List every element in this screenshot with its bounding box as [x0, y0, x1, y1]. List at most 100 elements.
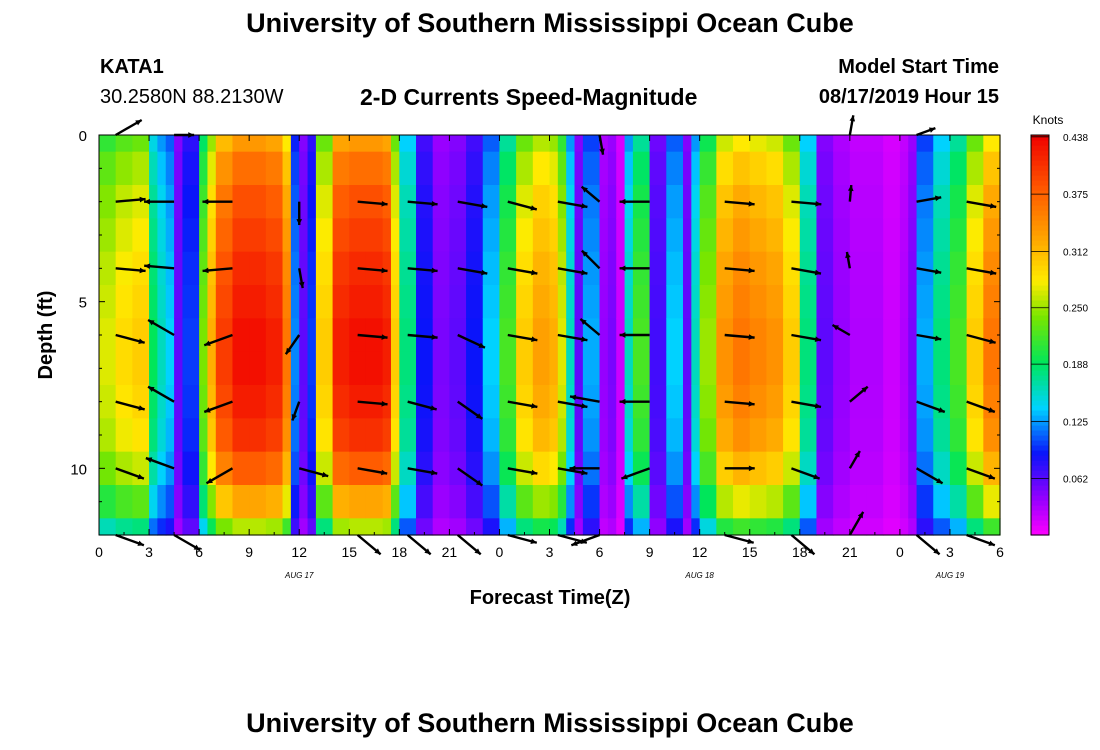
heatmap-cell: [265, 485, 284, 519]
colorbar-segment: [1031, 445, 1049, 451]
current-vector: [569, 465, 600, 472]
heatmap-cell: [399, 151, 417, 186]
heatmap-cell: [282, 218, 292, 253]
heatmap-cell: [616, 485, 626, 519]
heatmap-cell: [290, 185, 300, 219]
current-vector: [205, 467, 234, 485]
heatmap-cell: [290, 418, 300, 453]
current-vector: [598, 134, 605, 155]
colorbar-segment: [1031, 295, 1049, 301]
heatmap-cell: [232, 518, 250, 536]
current-vector: [791, 333, 822, 342]
current-vector: [966, 200, 997, 209]
heatmap-cell: [899, 135, 909, 153]
heatmap-cell: [132, 351, 150, 386]
current-vector: [619, 198, 650, 205]
heatmap-cell: [833, 251, 851, 286]
heatmap-cell: [416, 418, 434, 453]
heatmap-cell: [390, 385, 400, 419]
current-vector: [457, 200, 488, 209]
heatmap-cell: [157, 285, 167, 319]
heatmap-cell: [382, 251, 392, 286]
heatmap-cell: [607, 351, 617, 386]
heatmap-cell: [733, 285, 751, 319]
heatmap-cell: [549, 385, 559, 419]
heatmap-cell: [207, 151, 217, 186]
colorbar: 0.438 0.375 0.312 0.250 0.188 0.125 0.062: [1030, 133, 1088, 536]
colorbar-frame: [1030, 134, 1050, 536]
heatmap-cell: [182, 518, 200, 536]
heatmap-cell: [666, 518, 684, 536]
heatmap-cell: [249, 351, 267, 386]
x-tick-label: 9: [245, 544, 253, 560]
heatmap-cell: [199, 385, 209, 419]
heatmap-cell: [666, 135, 684, 153]
heatmap-cell: [157, 485, 167, 519]
heatmap-cell: [99, 451, 117, 486]
heatmap-cell: [249, 135, 267, 153]
heatmap-cell: [566, 285, 576, 319]
colorbar-segment: [1031, 410, 1049, 416]
heatmap-cell: [816, 151, 834, 186]
heatmap-cell: [866, 285, 884, 319]
heatmap-cell: [566, 251, 576, 286]
heatmap-cell: [783, 135, 801, 153]
heatmap-cell: [599, 485, 609, 519]
heatmap-cell: [899, 285, 909, 319]
heatmap-cell: [866, 418, 884, 453]
heatmap-cell: [432, 385, 450, 419]
heatmap-cell: [632, 518, 651, 536]
heatmap-cell: [516, 385, 534, 419]
x-tick-label: 18: [392, 544, 408, 560]
heatmap-cell: [265, 418, 284, 453]
heatmap-cell: [666, 285, 684, 319]
current-vector: [724, 333, 755, 340]
page-title: University of Southern Mississippi Ocean…: [246, 8, 854, 38]
heatmap-cell: [616, 218, 626, 253]
heatmap-cell: [649, 385, 667, 419]
heatmap-cell: [499, 285, 517, 319]
heatmap-cell: [132, 285, 150, 319]
heatmap-cell: [232, 135, 250, 153]
heatmap-cell: [983, 518, 1001, 536]
current-vector: [173, 533, 201, 552]
heatmap-cell: [290, 318, 300, 353]
current-vector: [147, 318, 175, 337]
heatmap-cell: [99, 151, 117, 186]
heatmap-cell: [249, 151, 267, 186]
colorbar-segment: [1031, 300, 1049, 306]
heatmap-cell: [582, 218, 601, 253]
heatmap-cell: [666, 251, 684, 286]
heatmap-cell: [199, 318, 209, 353]
heatmap-cell: [232, 318, 250, 353]
heatmap-cell: [299, 185, 309, 219]
x-tick-label: 15: [742, 544, 758, 560]
current-vector: [557, 333, 588, 342]
heatmap-cell: [249, 485, 267, 519]
model-start-time: 08/17/2019 Hour 15: [818, 86, 999, 108]
current-vector: [916, 195, 942, 203]
heatmap-cell: [607, 135, 617, 153]
heatmap-cell: [716, 418, 734, 453]
heatmap-cell: [165, 451, 175, 486]
heatmap-cell: [833, 518, 851, 536]
heatmap-cell: [682, 251, 692, 286]
heatmap-cell: [157, 418, 167, 453]
heatmap-cell: [290, 451, 300, 486]
current-vector: [848, 115, 856, 136]
current-vector: [357, 333, 388, 340]
heatmap-cell: [215, 418, 234, 453]
heatmap-cell: [682, 385, 692, 419]
heatmap-cell: [365, 285, 384, 319]
heatmap-cell: [199, 485, 209, 519]
colorbar-segment: [1031, 230, 1049, 236]
heatmap-cell: [599, 151, 609, 186]
heatmap-cell: [532, 418, 551, 453]
heatmap-cell: [232, 351, 250, 386]
heatmap-cell: [649, 251, 667, 286]
colorbar-segment: [1031, 140, 1049, 146]
current-vectors: [115, 115, 997, 556]
heatmap-cell: [549, 485, 559, 519]
heatmap-cell: [883, 418, 901, 453]
heatmap-cell: [332, 135, 350, 153]
